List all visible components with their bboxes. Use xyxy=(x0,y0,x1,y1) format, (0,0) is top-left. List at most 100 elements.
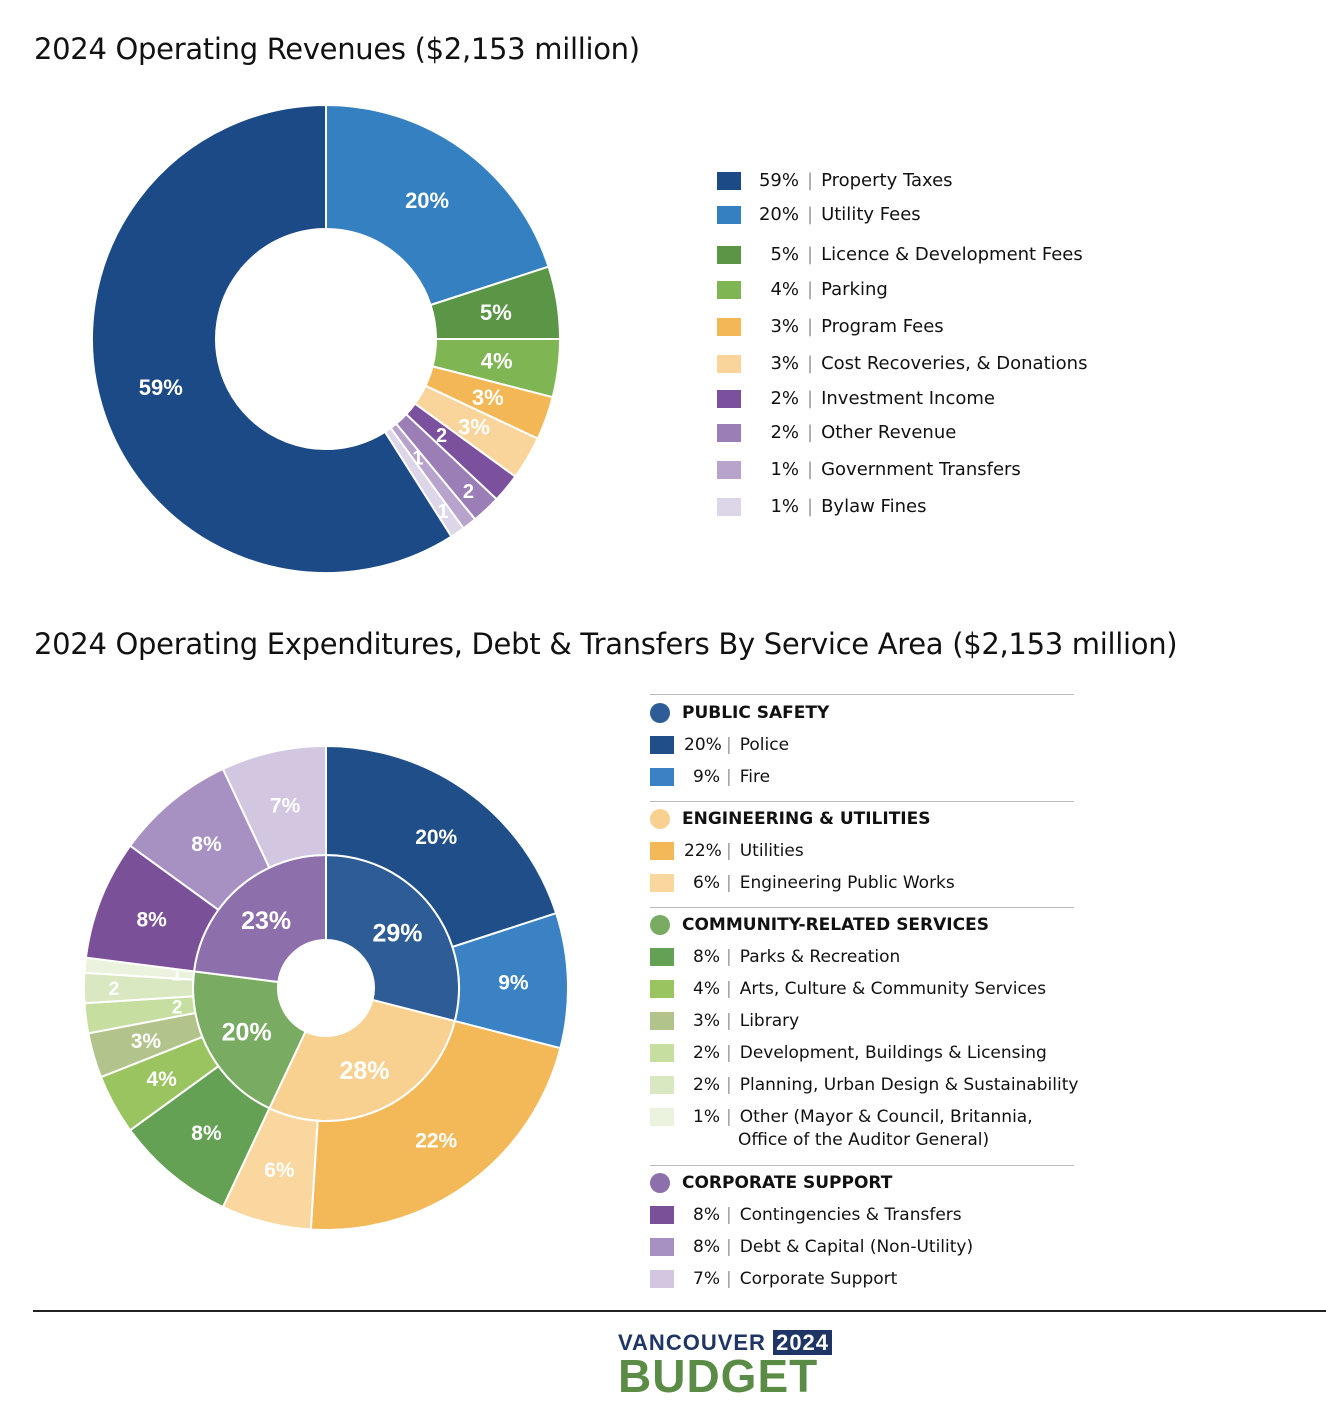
legend-percent: 2% xyxy=(693,1043,720,1063)
expenditure-slice-4-1-label: 8% xyxy=(136,909,167,932)
expenditure-group-2-label: 28% xyxy=(340,1057,390,1085)
legend-percent: 22% xyxy=(684,841,722,861)
legend-swatch xyxy=(650,1238,674,1256)
revenue-legend-item: 20% | Utility Fees xyxy=(717,204,921,225)
legend-group-header: PUBLIC SAFETY xyxy=(650,703,829,723)
revenue-legend-item: 1% | Government Transfers xyxy=(717,459,1021,480)
revenue-legend-item: 3% | Cost Recoveries, & Donations xyxy=(717,353,1087,374)
legend-percent: 3% xyxy=(770,316,799,337)
revenue-legend-item: 2% | Other Revenue xyxy=(717,422,956,443)
legend-separator: | xyxy=(726,1075,732,1095)
revenue-legend-item: 59% | Property Taxes xyxy=(717,170,953,191)
expenditure-legend-item: 9% | Fire xyxy=(650,767,770,787)
legend-percent: 2% xyxy=(770,422,799,443)
expenditure-legend-item: 4% | Arts, Culture & Community Services xyxy=(650,979,1046,999)
legend-divider xyxy=(650,1165,1074,1166)
expenditure-group-3-label: 20% xyxy=(222,1019,272,1047)
legend-percent: 3% xyxy=(770,353,799,374)
legend-percent: 1% xyxy=(693,1107,720,1127)
legend-separator: | xyxy=(726,735,732,755)
legend-swatch xyxy=(717,354,741,373)
expenditure-slice-1-2-label: 9% xyxy=(498,972,529,995)
expenditure-legend-item: 2% | Planning, Urban Design & Sustainabili… xyxy=(650,1075,1078,1095)
legend-separator: | xyxy=(807,459,814,480)
expenditure-legend-item: 7% | Corporate Support xyxy=(650,1269,897,1289)
legend-swatch xyxy=(650,1206,674,1224)
expenditure-chart-title: 2024 Operating Expenditures, Debt & Tran… xyxy=(34,627,1178,661)
legend-separator: | xyxy=(807,204,814,225)
revenue-slice-2 xyxy=(325,103,550,307)
expenditure-legend-item: 2% | Development, Buildings & Licensing xyxy=(650,1043,1047,1063)
legend-divider xyxy=(650,694,1074,695)
legend-label: Contingencies & Transfers xyxy=(739,1205,962,1225)
group-dot-icon xyxy=(650,915,670,935)
revenue-slice-5-label: 3% xyxy=(472,385,504,410)
legend-separator: | xyxy=(807,244,814,265)
legend-swatch xyxy=(650,1076,674,1094)
group-label: PUBLIC SAFETY xyxy=(682,703,830,723)
revenue-slice-3-label: 5% xyxy=(480,300,512,325)
legend-percent: 8% xyxy=(693,1205,720,1225)
expenditure-slice-2-2-label: 6% xyxy=(264,1159,295,1182)
revenue-legend-item: 5% | Licence & Development Fees xyxy=(717,244,1083,265)
legend-percent: 4% xyxy=(693,979,720,999)
logo-city: VANCOUVER xyxy=(618,1330,766,1355)
legend-percent: 1% xyxy=(770,496,799,517)
logo-year: 2024 xyxy=(773,1330,833,1355)
legend-label: Cost Recoveries, & Donations xyxy=(821,353,1088,374)
legend-separator: | xyxy=(807,422,814,443)
legend-separator: | xyxy=(807,316,814,337)
group-dot-icon xyxy=(650,809,670,829)
legend-swatch xyxy=(650,1044,674,1062)
expenditure-slice-1-1 xyxy=(325,744,558,949)
legend-separator: | xyxy=(726,979,732,999)
legend-percent: 20% xyxy=(684,735,722,755)
legend-separator: | xyxy=(726,1269,732,1289)
legend-swatch xyxy=(650,980,674,998)
legend-percent: 5% xyxy=(770,244,799,265)
revenue-slice-2-label: 20% xyxy=(405,188,449,213)
legend-label: Police xyxy=(739,735,790,755)
legend-separator: | xyxy=(726,1011,732,1031)
legend-label: Fire xyxy=(739,767,771,787)
legend-label: Planning, Urban Design & Sustainability xyxy=(739,1075,1079,1095)
revenue-slice-4-label: 4% xyxy=(481,348,513,373)
legend-label: Program Fees xyxy=(821,316,944,337)
expenditure-slice-4-3-label: 7% xyxy=(270,795,301,818)
legend-percent: 1% xyxy=(770,459,799,480)
legend-swatch xyxy=(717,423,741,442)
legend-label-continued: Office of the Auditor General) xyxy=(738,1130,990,1150)
legend-separator: | xyxy=(726,1237,732,1257)
footer-divider xyxy=(33,1310,1326,1312)
legend-separator: | xyxy=(726,841,732,861)
expenditure-slice-2-1 xyxy=(309,1019,562,1231)
legend-swatch xyxy=(717,205,741,224)
revenue-legend-item: 2% | Investment Income xyxy=(717,388,995,409)
expenditure-slice-3-5-label: 2 xyxy=(109,979,120,1000)
legend-divider xyxy=(650,801,1074,802)
legend-swatch xyxy=(650,1270,674,1288)
revenue-legend-item: 1% | Bylaw Fines xyxy=(717,496,926,517)
legend-swatch xyxy=(717,317,741,336)
legend-swatch xyxy=(717,460,741,479)
legend-divider xyxy=(650,907,1074,908)
legend-label: Engineering Public Works xyxy=(739,873,955,893)
legend-swatch xyxy=(650,1108,674,1126)
legend-swatch xyxy=(650,1012,674,1030)
legend-percent: 6% xyxy=(693,873,720,893)
legend-swatch xyxy=(650,842,674,860)
legend-percent: 4% xyxy=(770,279,799,300)
group-dot-icon xyxy=(650,1173,670,1193)
legend-separator: | xyxy=(726,873,732,893)
group-label: COMMUNITY-RELATED SERVICES xyxy=(682,915,989,935)
expenditure-legend-item: 6% | Engineering Public Works xyxy=(650,873,955,893)
legend-separator: | xyxy=(807,170,814,191)
legend-label: Debt & Capital (Non-Utility) xyxy=(739,1237,974,1257)
revenue-slice-8-label: 2 xyxy=(463,481,474,503)
revenue-legend-item: 3% | Program Fees xyxy=(717,316,944,337)
legend-label: Property Taxes xyxy=(821,170,953,191)
legend-label: Library xyxy=(739,1011,800,1031)
expenditure-slice-3-2-label: 4% xyxy=(147,1068,178,1091)
legend-group-header: CORPORATE SUPPORT xyxy=(650,1173,892,1193)
